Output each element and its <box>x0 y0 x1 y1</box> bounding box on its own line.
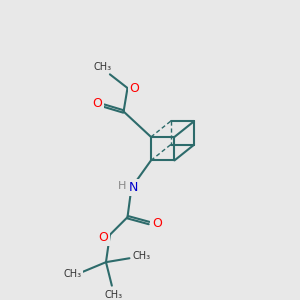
Text: N: N <box>129 181 138 194</box>
Text: CH₃: CH₃ <box>94 61 112 71</box>
Text: O: O <box>98 231 108 244</box>
Text: CH₃: CH₃ <box>132 251 150 261</box>
Text: H: H <box>117 181 126 191</box>
Text: O: O <box>129 82 139 94</box>
Text: O: O <box>152 217 162 230</box>
Text: CH₃: CH₃ <box>105 290 123 300</box>
Text: O: O <box>92 97 102 110</box>
Text: CH₃: CH₃ <box>64 269 82 279</box>
